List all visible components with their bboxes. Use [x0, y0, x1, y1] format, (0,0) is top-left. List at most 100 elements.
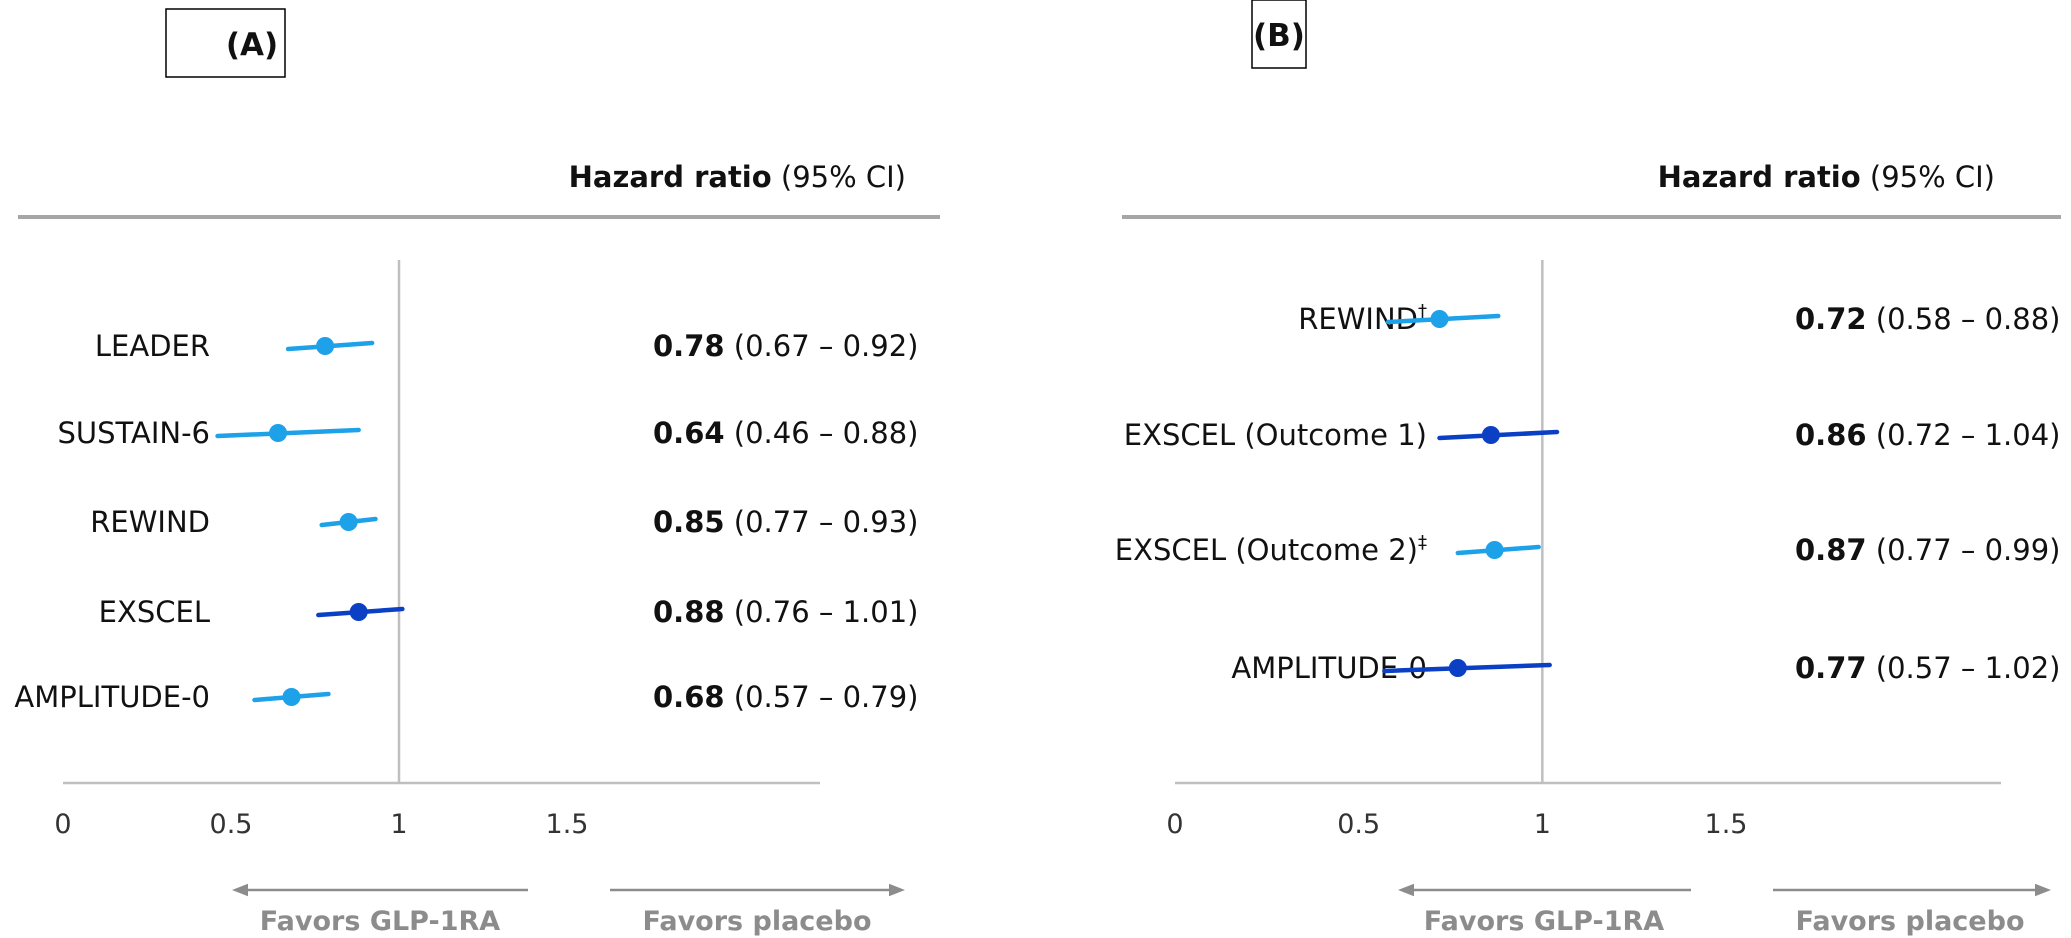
hr-value: 0.77 (0.57 – 1.02) — [1795, 651, 2061, 685]
study-name-text: SUSTAIN-6 — [57, 416, 210, 450]
hr-estimate: 0.87 — [1795, 533, 1867, 567]
hr-ci: (0.58 – 0.88) — [1876, 302, 2061, 336]
study-name: SUSTAIN-6 — [57, 416, 210, 450]
hr-point — [282, 688, 301, 706]
hr-estimate: 0.85 — [653, 505, 725, 539]
hr-estimate: 0.88 — [653, 595, 725, 629]
hr-point — [1448, 659, 1467, 677]
header-space — [1861, 160, 1870, 194]
favors-right-arrowhead — [2035, 883, 2051, 897]
hr-ci: (0.57 – 1.02) — [1876, 651, 2061, 685]
panel-label-box — [1251, 0, 1307, 69]
header-bold: Hazard ratio — [1658, 160, 1861, 194]
hr-space — [725, 680, 734, 714]
favors-left-label: Favors GLP-1RA — [260, 906, 500, 937]
hr-estimate: 0.72 — [1795, 302, 1867, 336]
panel-label: (A) — [226, 27, 278, 63]
hr-space — [1867, 418, 1876, 452]
hr-estimate: 0.64 — [653, 416, 725, 450]
study-name: REWIND — [90, 505, 210, 539]
x-tick-label: 1 — [390, 809, 407, 840]
study-name: LEADER — [95, 329, 210, 363]
hr-estimate: 0.68 — [653, 680, 725, 714]
study-row: REWIND† 0.72 (0.58 – 0.88) — [1298, 301, 2060, 336]
hr-value: 0.72 (0.58 – 0.88) — [1795, 302, 2061, 336]
hr-ci: (0.72 – 1.04) — [1876, 418, 2061, 452]
study-row: LEADER 0.78 (0.67 – 0.92) — [95, 329, 919, 363]
favors-right-arrowhead — [889, 883, 905, 897]
hr-space — [1867, 651, 1876, 685]
x-tick-label: 0 — [1166, 809, 1183, 840]
study-row: EXSCEL (Outcome 1) 0.86 (0.72 – 1.04) — [1124, 418, 2061, 452]
hr-point — [316, 337, 335, 355]
study-name-text: EXSCEL — [99, 595, 210, 629]
study-name: EXSCEL (Outcome 2)‡ — [1115, 532, 1427, 567]
header-space — [772, 160, 781, 194]
ci-line — [1382, 662, 1552, 674]
ci-line — [215, 427, 361, 439]
study-name-text: REWIND — [1298, 302, 1418, 336]
hr-ci: (0.77 – 0.99) — [1876, 533, 2061, 567]
hr-point — [269, 424, 288, 442]
study-name-text: LEADER — [95, 329, 210, 363]
study-name: EXSCEL — [99, 595, 210, 629]
study-name-text: AMPLITUDE-0 — [14, 680, 210, 714]
hr-ci: (0.77 – 0.93) — [734, 505, 919, 539]
x-tick-label: 0.5 — [1337, 809, 1380, 840]
study-row: REWIND 0.85 (0.77 – 0.93) — [90, 505, 918, 539]
hr-value: 0.87 (0.77 – 0.99) — [1795, 533, 2061, 567]
hr-ci: (0.67 – 0.92) — [734, 329, 919, 363]
hr-value: 0.88 (0.76 – 1.01) — [653, 595, 919, 629]
panel-b: (B) Hazard ratio (95% CI) 0 0.5 1 1.5 REWIND† 0… — [1115, 0, 2061, 937]
x-tick-label: 1 — [1534, 809, 1551, 840]
hr-space — [1867, 302, 1876, 336]
hr-ci: (0.76 – 1.01) — [734, 595, 919, 629]
hr-value: 0.68 (0.57 – 0.79) — [653, 680, 919, 714]
study-row: EXSCEL (Outcome 2)‡ 0.87 (0.77 – 0.99) — [1115, 532, 2061, 567]
x-tick-label: 0.5 — [210, 809, 253, 840]
hr-space — [725, 595, 734, 629]
hr-ci: (0.57 – 0.79) — [734, 680, 919, 714]
hr-point — [339, 513, 358, 531]
header-bold: Hazard ratio — [569, 160, 772, 194]
study-name-text: EXSCEL (Outcome 2) — [1115, 533, 1418, 567]
favors-left-arrowhead — [1398, 883, 1414, 897]
hr-space — [725, 505, 734, 539]
study-name-superscript: ‡ — [1418, 532, 1427, 553]
header-text: Hazard ratio (95% CI) — [569, 160, 906, 194]
hr-point — [1485, 541, 1504, 559]
x-tick-label: 1.5 — [1705, 809, 1748, 840]
panel-label-box — [165, 8, 286, 78]
study-name-text: REWIND — [90, 505, 210, 539]
header-text: Hazard ratio (95% CI) — [1658, 160, 1995, 194]
hr-estimate: 0.86 — [1795, 418, 1867, 452]
hr-space — [1867, 533, 1876, 567]
study-name: EXSCEL (Outcome 1) — [1124, 418, 1427, 452]
study-name-text: EXSCEL (Outcome 1) — [1124, 418, 1427, 452]
study-row: AMPLITUDE-0 0.77 (0.57 – 1.02) — [1231, 651, 2060, 685]
hr-value: 0.78 (0.67 – 0.92) — [653, 329, 919, 363]
study-name-superscript: † — [1418, 301, 1427, 322]
favors-right-label: Favors placebo — [642, 906, 871, 937]
hr-value: 0.64 (0.46 – 0.88) — [653, 416, 919, 450]
study-row: EXSCEL 0.88 (0.76 – 1.01) — [99, 595, 919, 629]
hr-point — [1430, 310, 1449, 328]
favors-right-label: Favors placebo — [1795, 906, 2024, 937]
hr-value: 0.86 (0.72 – 1.04) — [1795, 418, 2061, 452]
study-row: SUSTAIN-6 0.64 (0.46 – 0.88) — [57, 416, 918, 450]
hr-ci: (0.46 – 0.88) — [734, 416, 919, 450]
hr-point — [1481, 426, 1500, 444]
panel-a: (A) Hazard ratio (95% CI) 0 0.5 1 1.5 LEADER 0.… — [14, 8, 940, 937]
study-name: REWIND† — [1298, 301, 1427, 336]
panel-label: (B) — [1253, 18, 1305, 54]
hr-space — [725, 329, 734, 363]
study-row: AMPLITUDE-0 0.68 (0.57 – 0.79) — [14, 680, 918, 714]
header-normal: (95% CI) — [1870, 160, 1995, 194]
study-name: AMPLITUDE-0 — [14, 680, 210, 714]
hr-estimate: 0.77 — [1795, 651, 1867, 685]
header-normal: (95% CI) — [781, 160, 906, 194]
hr-value: 0.85 (0.77 – 0.93) — [653, 505, 919, 539]
x-tick-label: 0 — [54, 809, 71, 840]
x-tick-label: 1.5 — [546, 809, 589, 840]
